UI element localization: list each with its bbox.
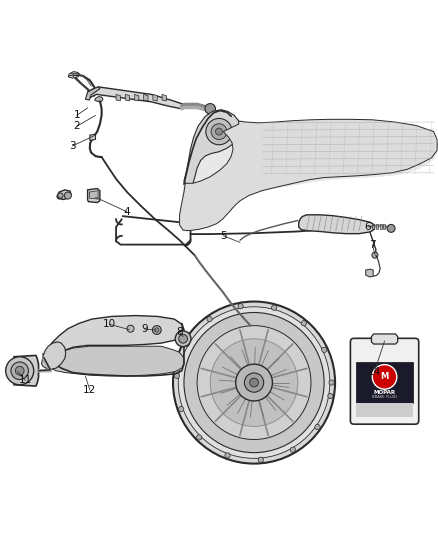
Polygon shape <box>134 94 139 101</box>
Polygon shape <box>57 190 71 199</box>
Circle shape <box>179 407 184 411</box>
Circle shape <box>184 341 190 346</box>
Circle shape <box>155 328 159 332</box>
Polygon shape <box>88 87 184 109</box>
Polygon shape <box>88 189 100 203</box>
Text: 14: 14 <box>368 367 381 377</box>
Polygon shape <box>376 223 378 229</box>
Circle shape <box>210 339 298 426</box>
Circle shape <box>15 366 24 375</box>
Circle shape <box>315 424 320 430</box>
Text: 2: 2 <box>73 122 80 131</box>
Circle shape <box>11 362 28 379</box>
Text: 1: 1 <box>73 110 80 120</box>
Circle shape <box>301 320 307 326</box>
Circle shape <box>238 304 243 309</box>
Text: 4: 4 <box>124 207 131 217</box>
Circle shape <box>205 103 215 114</box>
Circle shape <box>173 302 335 464</box>
Text: 10: 10 <box>103 319 116 329</box>
Circle shape <box>258 457 263 463</box>
Circle shape <box>215 128 223 135</box>
FancyBboxPatch shape <box>356 361 413 403</box>
FancyBboxPatch shape <box>350 338 419 424</box>
Circle shape <box>290 447 295 453</box>
Polygon shape <box>380 223 382 229</box>
Polygon shape <box>180 119 437 231</box>
Polygon shape <box>68 71 80 78</box>
Polygon shape <box>116 94 120 101</box>
Circle shape <box>58 193 63 198</box>
Circle shape <box>6 357 34 385</box>
Circle shape <box>211 124 227 140</box>
Polygon shape <box>383 223 385 229</box>
Circle shape <box>372 365 397 389</box>
Polygon shape <box>153 94 157 101</box>
Text: BRAKE FLUID: BRAKE FLUID <box>372 395 397 399</box>
Circle shape <box>329 380 334 385</box>
Polygon shape <box>44 316 183 364</box>
Polygon shape <box>371 334 398 344</box>
Circle shape <box>178 307 330 458</box>
Polygon shape <box>90 134 95 140</box>
Polygon shape <box>299 215 374 233</box>
Circle shape <box>64 192 71 199</box>
Circle shape <box>184 312 324 453</box>
Polygon shape <box>366 269 373 277</box>
Circle shape <box>328 393 333 399</box>
Circle shape <box>225 453 230 458</box>
Polygon shape <box>162 94 166 101</box>
Polygon shape <box>89 191 98 199</box>
Polygon shape <box>184 110 240 189</box>
Circle shape <box>372 252 378 258</box>
Polygon shape <box>85 87 100 100</box>
Circle shape <box>197 435 202 440</box>
FancyBboxPatch shape <box>356 403 413 417</box>
Text: MOPAR: MOPAR <box>374 390 396 395</box>
Text: 12: 12 <box>83 385 96 395</box>
Polygon shape <box>44 346 184 376</box>
Polygon shape <box>125 94 130 101</box>
Text: 9: 9 <box>141 324 148 334</box>
Circle shape <box>244 373 264 392</box>
Text: 6: 6 <box>364 222 371 232</box>
Polygon shape <box>42 342 66 369</box>
Circle shape <box>174 373 180 378</box>
Text: 7: 7 <box>369 240 376 249</box>
Circle shape <box>250 378 258 387</box>
Circle shape <box>321 347 327 352</box>
Text: 5: 5 <box>220 231 227 241</box>
Circle shape <box>179 334 187 343</box>
Circle shape <box>206 118 232 145</box>
Circle shape <box>387 224 395 232</box>
Polygon shape <box>95 96 103 101</box>
Polygon shape <box>14 356 39 386</box>
Circle shape <box>207 317 212 322</box>
Circle shape <box>152 326 161 334</box>
Circle shape <box>236 364 272 401</box>
Text: 3: 3 <box>69 141 76 151</box>
Circle shape <box>272 305 277 310</box>
Circle shape <box>175 331 191 346</box>
Text: 11: 11 <box>19 375 32 385</box>
Polygon shape <box>144 94 148 101</box>
Circle shape <box>197 326 311 440</box>
Polygon shape <box>179 111 437 231</box>
Polygon shape <box>372 223 374 229</box>
Text: 8: 8 <box>176 327 183 337</box>
Circle shape <box>127 325 134 332</box>
Text: M: M <box>381 373 389 382</box>
